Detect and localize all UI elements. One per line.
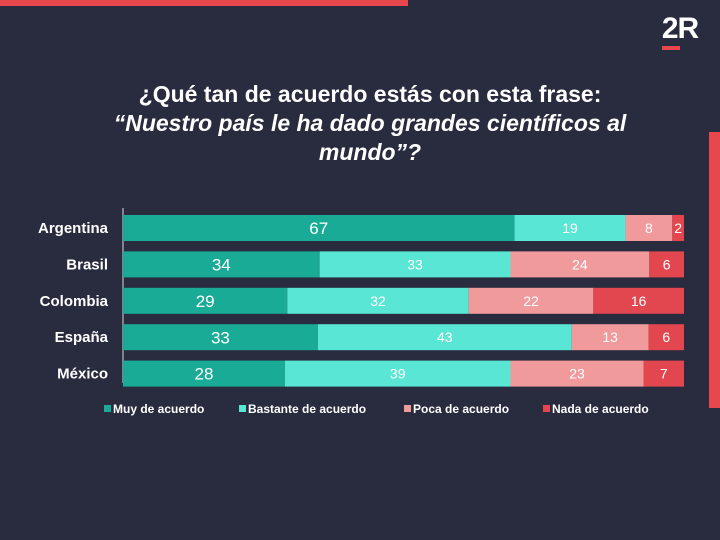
bar-segment (672, 215, 684, 241)
bar-segment (317, 324, 572, 351)
bar-segment (514, 215, 626, 241)
bar-segment (123, 360, 285, 387)
bar-segment (510, 251, 650, 278)
category-label: México (57, 366, 108, 383)
bar-segment (625, 215, 673, 241)
bar-segment (648, 324, 684, 351)
logo-text: 2R (661, 12, 699, 45)
brand-logo: 2R (660, 14, 700, 54)
category-label: España (55, 329, 109, 346)
bar-segment (643, 360, 684, 387)
data-label: 34 (212, 256, 231, 275)
bar-segment (319, 251, 511, 278)
legend-swatch (239, 405, 246, 412)
right-accent-bar (709, 132, 720, 408)
data-label: 39 (390, 366, 406, 382)
data-label: 43 (437, 329, 453, 345)
bar-segment (287, 287, 469, 314)
bar-segment (510, 360, 644, 387)
data-label: 16 (631, 293, 647, 309)
title-line-2: “Nuestro país le ha dado grandes científ… (113, 110, 627, 165)
category-label: Argentina (38, 220, 109, 237)
title-line-1: ¿Qué tan de acuerdo estás con esta frase… (138, 81, 602, 107)
category-label: Brasil (66, 256, 108, 273)
bar-segment (649, 251, 684, 278)
category-label: Colombia (40, 293, 109, 310)
legend-swatch (404, 405, 411, 412)
data-label: 28 (195, 365, 214, 384)
data-label: 29 (196, 292, 215, 311)
data-label: 19 (562, 220, 578, 236)
legend-swatch (543, 405, 550, 412)
chart-title: ¿Qué tan de acuerdo estás con esta frase… (60, 80, 680, 167)
data-label: 67 (309, 219, 328, 238)
legend-swatch (104, 405, 111, 412)
bar-segment (123, 251, 320, 278)
data-label: 23 (569, 366, 585, 382)
bar-segment (123, 215, 515, 241)
data-label: 22 (523, 293, 539, 309)
data-label: 6 (662, 329, 670, 345)
data-label: 32 (370, 293, 386, 309)
bar-segment (593, 287, 684, 314)
data-label: 24 (572, 256, 588, 272)
data-label: 33 (211, 328, 230, 347)
bar-segment (123, 287, 288, 314)
logo-underline (662, 46, 680, 50)
data-label: 6 (663, 256, 671, 272)
legend-label: Bastante de acuerdo (248, 402, 366, 416)
legend-label: Nada de acuerdo (552, 402, 649, 416)
data-label: 33 (407, 256, 423, 272)
data-label: 7 (660, 366, 668, 382)
data-label: 13 (602, 329, 618, 345)
data-label: 8 (645, 220, 653, 236)
bar-segment (284, 360, 511, 387)
bar-segment (123, 324, 318, 351)
top-accent-bar (0, 0, 408, 6)
bar-segment (468, 287, 594, 314)
bar-segment (571, 324, 649, 351)
legend-label: Poca de acuerdo (413, 402, 509, 416)
legend-label: Muy de acuerdo (113, 402, 204, 416)
data-label: 2 (674, 220, 682, 236)
